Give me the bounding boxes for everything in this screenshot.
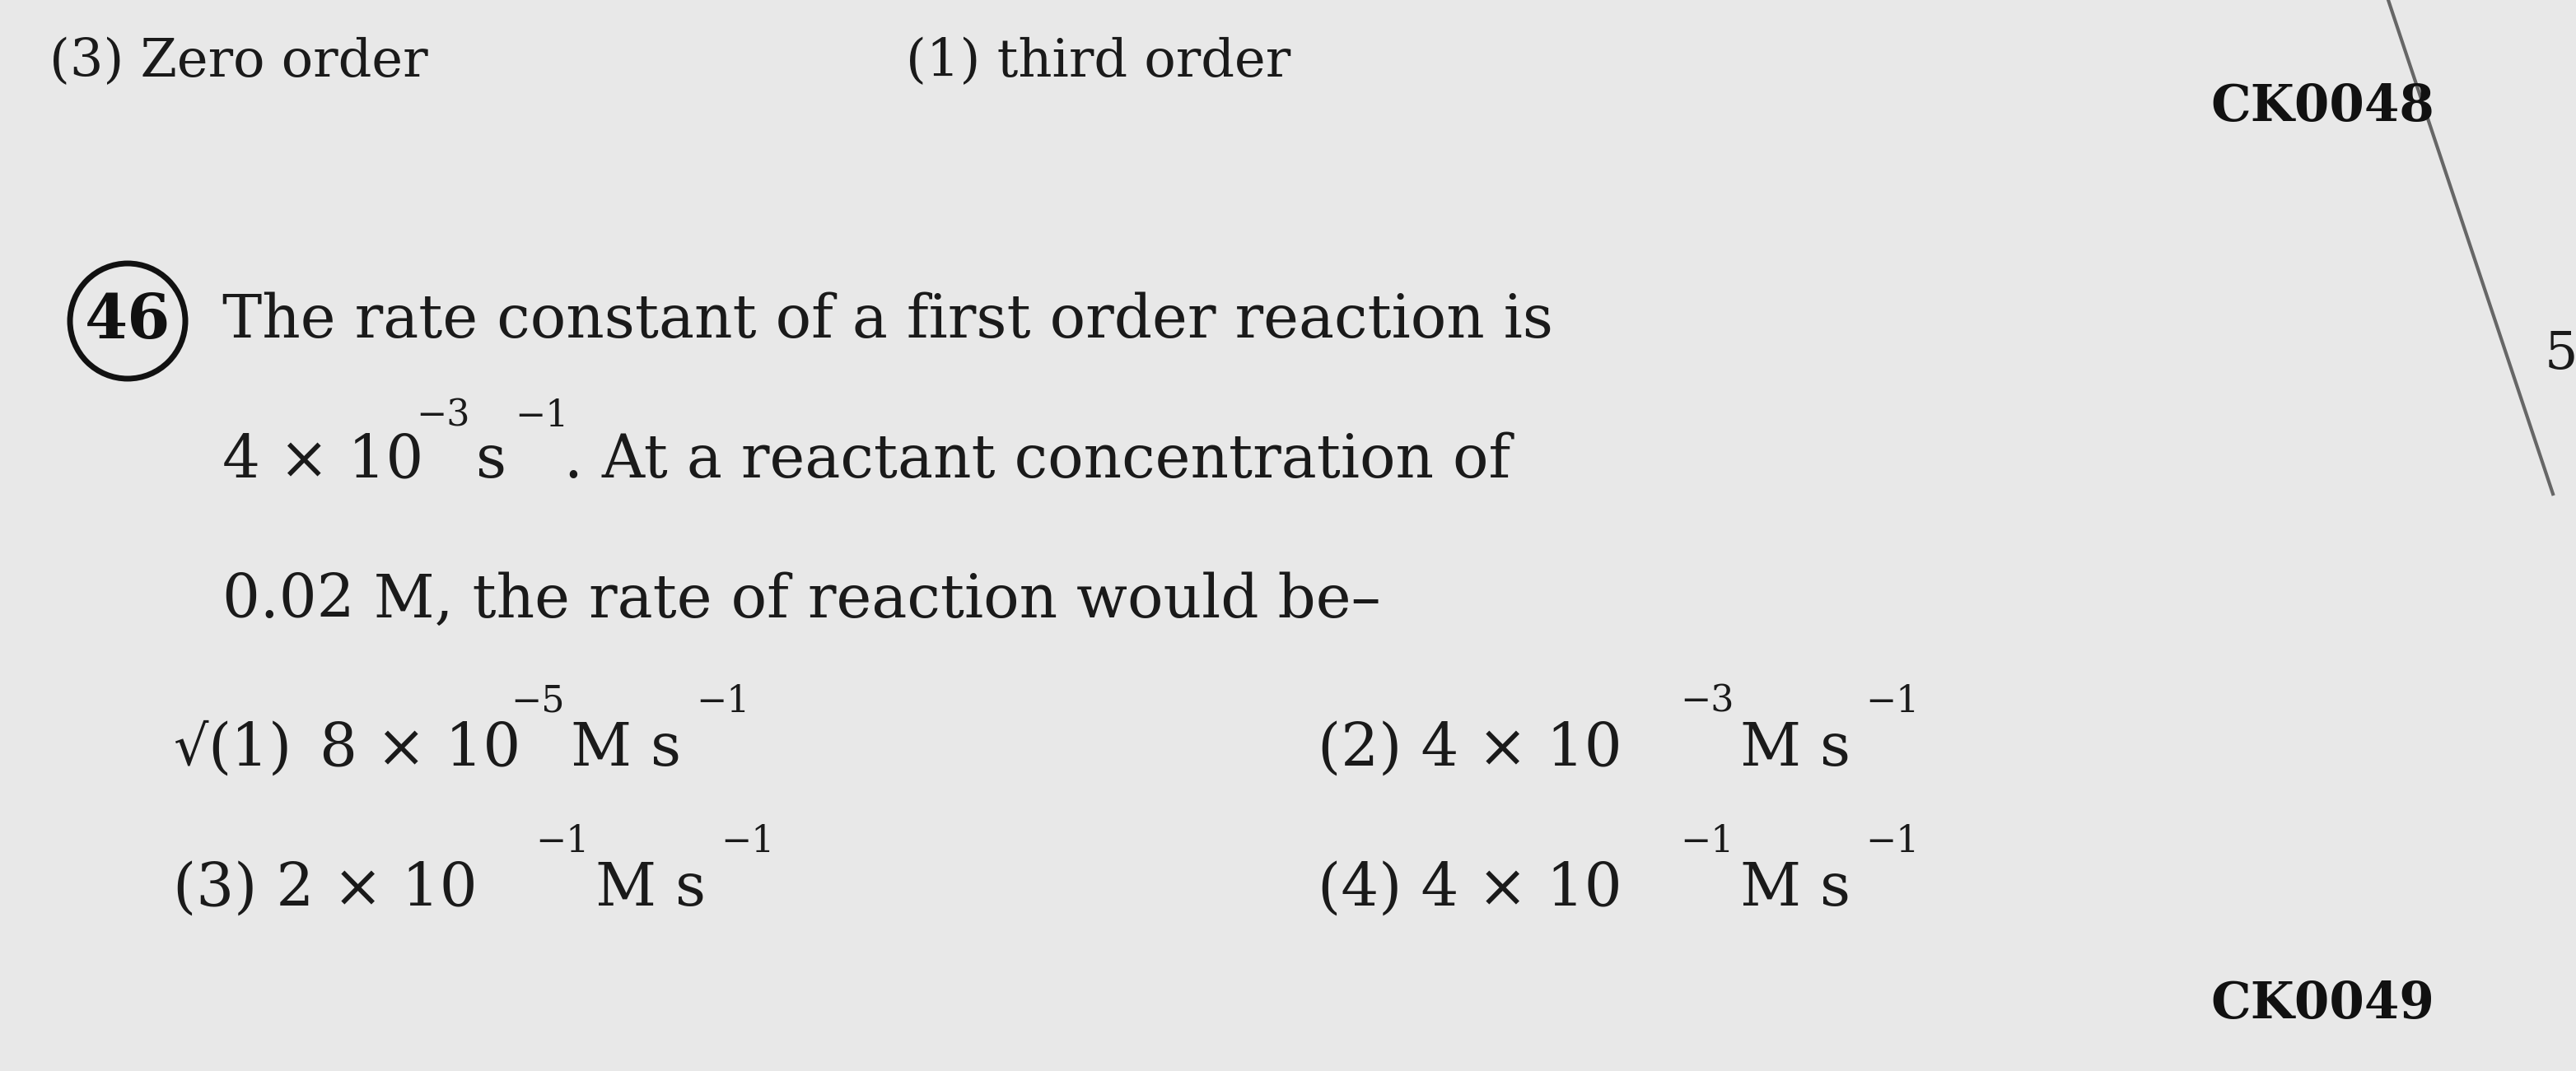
Text: 5: 5 (2545, 329, 2576, 379)
Text: (2) 4 × 10: (2) 4 × 10 (1319, 720, 1623, 779)
Text: (4) 4 × 10: (4) 4 × 10 (1319, 860, 1623, 918)
Text: (3) Zero order: (3) Zero order (49, 37, 428, 88)
Text: −3: −3 (415, 398, 469, 434)
Text: CK0049: CK0049 (2210, 980, 2434, 1029)
Text: −1: −1 (1865, 683, 1919, 719)
Text: M s: M s (551, 720, 680, 779)
Text: (1): (1) (209, 720, 291, 779)
Text: 46: 46 (85, 291, 170, 351)
Text: The rate constant of a first order reaction is: The rate constant of a first order react… (222, 292, 1553, 350)
Text: −5: −5 (510, 683, 564, 719)
Text: −1: −1 (1865, 824, 1919, 859)
Text: (3) 2 × 10: (3) 2 × 10 (173, 860, 477, 918)
Text: M s: M s (1721, 860, 1850, 918)
Text: 4 × 10: 4 × 10 (222, 432, 422, 491)
Text: M s: M s (1721, 720, 1850, 779)
Text: CK0048: CK0048 (2210, 82, 2434, 132)
Text: 8 × 10: 8 × 10 (319, 720, 520, 779)
Text: 0.02 M, the rate of reaction would be–: 0.02 M, the rate of reaction would be– (222, 572, 1381, 630)
Text: −3: −3 (1680, 683, 1734, 719)
Text: −1: −1 (696, 683, 750, 719)
Text: √: √ (173, 722, 209, 776)
Text: −1: −1 (721, 824, 775, 859)
Text: M s: M s (577, 860, 706, 918)
Text: s: s (456, 432, 507, 491)
Text: −1: −1 (1680, 824, 1734, 859)
Text: (1) third order: (1) third order (907, 37, 1291, 88)
Text: −1: −1 (536, 824, 590, 859)
Text: −1: −1 (515, 398, 569, 434)
Text: . At a reactant concentration of: . At a reactant concentration of (564, 432, 1510, 491)
